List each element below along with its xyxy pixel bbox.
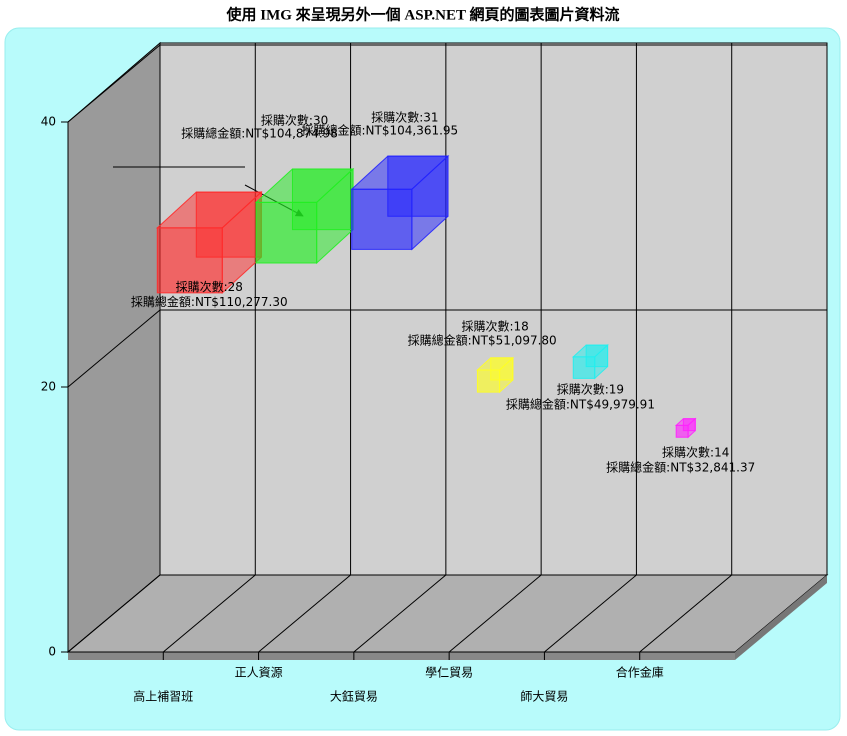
grid-line: [67, 44, 161, 123]
bubble: [156, 190, 263, 295]
grid: [67, 43, 827, 660]
bubble: [571, 343, 609, 380]
data-label: 採購次數:18: [461, 320, 528, 334]
data-label: 採購總金額:NT$51,097.80: [408, 333, 557, 348]
y-tick-label: 0: [48, 645, 56, 659]
bubble-face: [156, 227, 223, 294]
data-label: 採購次數:28: [176, 280, 243, 294]
bubble: [254, 167, 355, 265]
data-label: 採購總金額:NT$104,361.95: [302, 122, 459, 137]
floor: [66, 574, 829, 653]
floor-line: [639, 574, 733, 653]
floor-line: [448, 574, 542, 653]
bubble-face: [675, 424, 689, 438]
x-tick-label: 學仁貿易: [425, 666, 473, 680]
bubble-face: [255, 201, 318, 264]
bubble: [674, 417, 697, 439]
x-tick-label: 大鈺貿易: [330, 689, 378, 704]
floor-line: [162, 574, 256, 653]
x-tick-label: 高上補習班: [133, 689, 193, 704]
bubble: [476, 356, 515, 394]
floor-line: [258, 574, 351, 653]
data-label: 採購總金額:NT$104,874.98: [181, 126, 338, 141]
y-tick-label: 20: [41, 380, 56, 394]
y-tick-label: 40: [41, 115, 56, 129]
data-label: 採購次數:30: [261, 114, 328, 128]
floor-edge: [68, 652, 735, 660]
data-label: 採購總金額:NT$32,841.37: [606, 460, 755, 475]
data-label: 採購總金額:NT$49,979.91: [506, 396, 655, 411]
chart-title: 使用 IMG 來呈現另外一個 ASP.NET 網頁的圖表圖片資料流: [226, 5, 620, 23]
data-label: 採購總金額:NT$110,277.30: [131, 294, 288, 309]
side-wall: [67, 41, 161, 654]
bubble-face: [572, 356, 596, 379]
x-tick-label: 合作金庫: [616, 665, 664, 680]
data-label: 採購次數:31: [371, 110, 438, 124]
data-label: 採購次數:14: [662, 446, 729, 460]
floor-line: [544, 574, 637, 653]
x-tick-label: 師大貿易: [520, 690, 568, 704]
bubble: [350, 154, 450, 251]
data-label: 採購次數:19: [557, 382, 624, 396]
x-tick-label: 正人資源: [235, 666, 283, 680]
floor-line: [353, 574, 447, 653]
bubble-face: [476, 369, 501, 393]
floor-edge: [735, 575, 827, 660]
bubble-face: [351, 188, 413, 250]
grid-line: [67, 309, 161, 388]
grid-line: [67, 574, 161, 653]
